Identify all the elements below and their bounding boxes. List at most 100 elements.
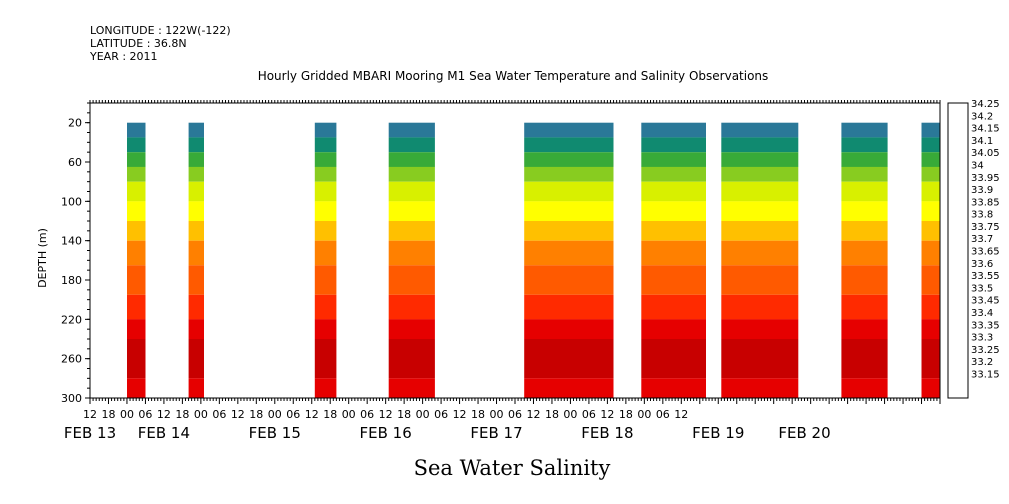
salinity-band <box>524 152 614 167</box>
salinity-band <box>921 181 940 202</box>
x-hour-label: 12 <box>83 408 97 421</box>
colorbar-label: 33.45 <box>971 296 1000 307</box>
salinity-band <box>921 294 940 320</box>
x-hour-label: 00 <box>120 408 134 421</box>
salinity-band <box>524 122 614 138</box>
colorbar-label: 33.7 <box>971 234 993 245</box>
salinity-band <box>127 265 146 295</box>
x-hour-label: 12 <box>526 408 540 421</box>
salinity-band <box>841 294 888 320</box>
longitude-text: LONGITUDE : 122W(-122) <box>90 24 231 37</box>
salinity-band <box>841 265 888 295</box>
colorbar-label: 33.15 <box>971 369 1000 380</box>
x-day-label: FEB 15 <box>249 424 301 442</box>
salinity-band <box>524 339 614 379</box>
colorbar-label: 34 <box>971 160 984 171</box>
salinity-band <box>388 378 435 398</box>
salinity-band <box>188 319 204 339</box>
salinity-band <box>188 378 204 398</box>
data-block <box>314 122 337 398</box>
y-tick-label: 180 <box>61 274 82 287</box>
data-block <box>188 122 204 398</box>
chart-title: Hourly Gridded MBARI Mooring M1 Sea Wate… <box>258 69 769 83</box>
data-block <box>388 122 435 398</box>
colorbar-frame <box>947 102 969 399</box>
x-hour-label: 12 <box>674 408 688 421</box>
x-hour-label: 00 <box>563 408 577 421</box>
salinity-band <box>641 339 706 379</box>
x-hour-label: 06 <box>286 408 300 421</box>
salinity-band <box>641 294 706 320</box>
colorbar-label: 33.85 <box>971 197 1000 208</box>
salinity-band <box>314 201 337 221</box>
salinity-band <box>314 319 337 339</box>
salinity-band <box>524 221 614 241</box>
y-tick-label: 140 <box>61 235 82 248</box>
salinity-band <box>641 378 706 398</box>
salinity-band <box>388 201 435 221</box>
salinity-band <box>921 137 940 153</box>
salinity-band <box>188 152 204 167</box>
x-hour-label: 18 <box>397 408 411 421</box>
salinity-band <box>921 265 940 295</box>
colorbar-label: 33.5 <box>971 283 993 294</box>
x-hour-label: 00 <box>268 408 282 421</box>
salinity-band <box>524 319 614 339</box>
salinity-band <box>388 221 435 241</box>
colorbar-label: 33.3 <box>971 333 993 344</box>
x-day-label: FEB 13 <box>64 424 116 442</box>
colorbar-label: 34.15 <box>971 124 1000 135</box>
salinity-band <box>841 339 888 379</box>
location-metadata: LONGITUDE : 122W(-122) LATITUDE : 36.8N … <box>89 24 231 63</box>
salinity-band <box>188 181 204 202</box>
salinity-band <box>841 181 888 202</box>
salinity-band <box>188 166 204 182</box>
x-hour-label: 12 <box>157 408 171 421</box>
salinity-band <box>127 122 146 138</box>
salinity-band <box>188 265 204 295</box>
salinity-band <box>524 181 614 202</box>
salinity-band <box>524 240 614 266</box>
salinity-band <box>721 378 799 398</box>
salinity-band <box>314 122 337 138</box>
colorbar-label: 33.65 <box>971 247 1000 258</box>
salinity-band <box>314 240 337 266</box>
salinity-band <box>921 166 940 182</box>
x-hour-label: 12 <box>305 408 319 421</box>
x-hour-label: 00 <box>637 408 651 421</box>
y-axis-label: DEPTH (m) <box>36 228 49 288</box>
salinity-band <box>314 265 337 295</box>
salinity-band <box>841 319 888 339</box>
colorbar-label: 33.4 <box>971 308 993 319</box>
salinity-band <box>841 166 888 182</box>
salinity-band <box>841 152 888 167</box>
salinity-band <box>314 294 337 320</box>
colorbar-label: 34.1 <box>971 136 993 147</box>
colorbar-label: 33.6 <box>971 259 993 270</box>
data-block <box>841 122 888 398</box>
salinity-band <box>841 137 888 153</box>
salinity-band <box>721 221 799 241</box>
salinity-band <box>721 240 799 266</box>
x-day-label: FEB 18 <box>581 424 633 442</box>
salinity-band <box>314 378 337 398</box>
salinity-band <box>188 221 204 241</box>
plot-background <box>90 103 940 398</box>
salinity-band <box>314 339 337 379</box>
y-tick-label: 20 <box>68 117 82 130</box>
x-day-label: FEB 19 <box>692 424 744 442</box>
salinity-band <box>388 152 435 167</box>
colorbar-label: 33.25 <box>971 345 1000 356</box>
x-hour-label: 06 <box>138 408 152 421</box>
salinity-band <box>188 201 204 221</box>
salinity-band <box>388 319 435 339</box>
data-block <box>721 122 799 398</box>
x-axis: 12 18 00 06 12 18 00 06 12 18 00 06 12 18 00 06 12 18 00 06… <box>64 398 941 442</box>
salinity-band <box>641 181 706 202</box>
salinity-band <box>127 378 146 398</box>
x-hour-label: 06 <box>508 408 522 421</box>
y-tick-label: 300 <box>61 392 82 405</box>
salinity-band <box>641 221 706 241</box>
salinity-band <box>921 201 940 221</box>
salinity-band <box>721 339 799 379</box>
